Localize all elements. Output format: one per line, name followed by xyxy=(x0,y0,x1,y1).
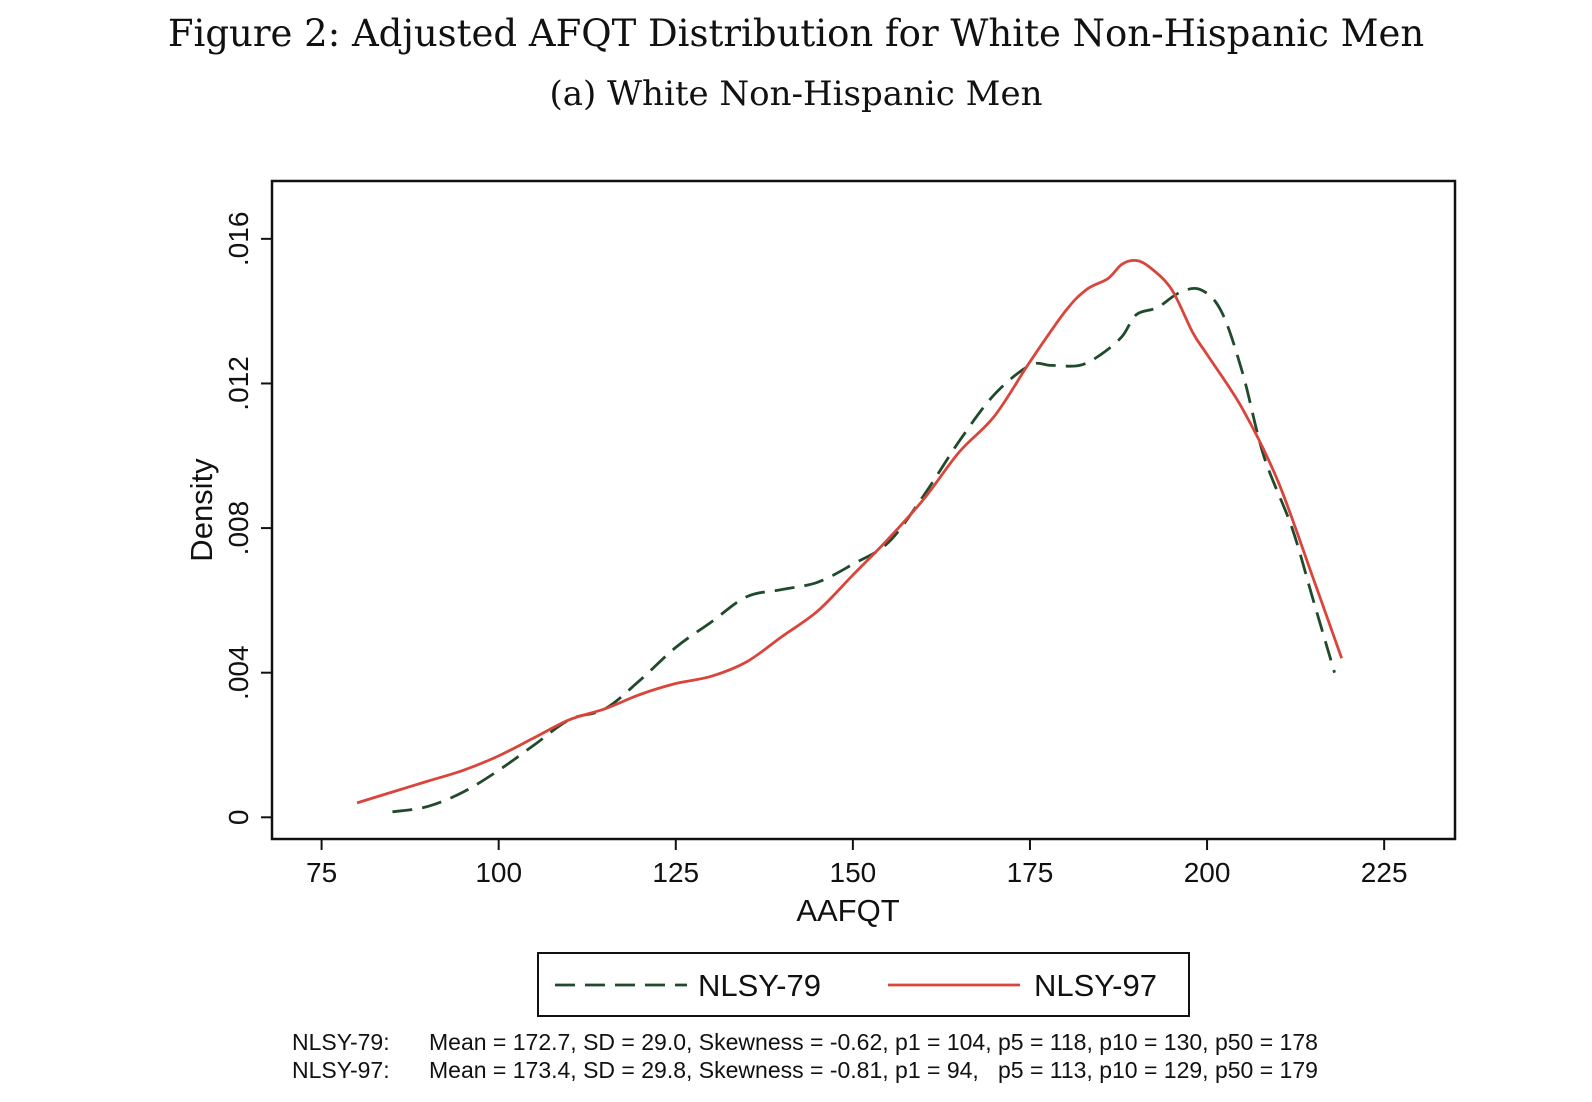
stats-label: NLSY-79: xyxy=(292,1029,390,1055)
stats-text: Mean = 172.7, SD = 29.0, Skewness = -0.6… xyxy=(429,1029,1318,1055)
y-tick-label: .004 xyxy=(223,645,254,700)
x-axis: 75 100 125 150 175 200 225 xyxy=(306,839,1408,888)
stats-text: Mean = 173.4, SD = 29.8, Skewness = -0.8… xyxy=(429,1057,1318,1083)
x-tick-label: 75 xyxy=(306,857,337,888)
y-tick-label: .016 xyxy=(223,212,254,267)
legend-label-nlsy79: NLSY-79 xyxy=(698,968,821,1003)
x-tick-label: 125 xyxy=(652,857,699,888)
plot-frame xyxy=(270,179,1457,841)
x-axis-title: AAFQT xyxy=(796,893,899,928)
density-chart: 75 100 125 150 175 200 225 0 .004 .008 .012 .016 A… xyxy=(184,179,1457,1017)
x-tick-label: 150 xyxy=(830,857,877,888)
legend-box xyxy=(537,952,1190,1017)
x-tick-label: 100 xyxy=(475,857,522,888)
stats-label: NLSY-97: xyxy=(292,1057,390,1083)
y-axis-title: Density xyxy=(184,458,219,562)
series-line-nlsy79 xyxy=(392,286,1336,814)
x-tick-label: 200 xyxy=(1184,857,1231,888)
summary-statistics: NLSY-79: Mean = 172.7, SD = 29.0, Skewnes… xyxy=(292,1028,1318,1084)
y-axis: 0 .004 .008 .012 .016 xyxy=(223,212,272,825)
stats-row-nlsy97: NLSY-97: Mean = 173.4, SD = 29.8, Skewnes… xyxy=(292,1056,1318,1084)
legend-label-nlsy97: NLSY-97 xyxy=(1034,968,1157,1003)
x-tick-label: 175 xyxy=(1007,857,1054,888)
y-tick-label: 0 xyxy=(223,810,254,826)
stats-row-nlsy79: NLSY-79: Mean = 172.7, SD = 29.0, Skewnes… xyxy=(292,1028,1318,1056)
x-tick-label: 225 xyxy=(1361,857,1408,888)
figure-title: Figure 2: Adjusted AFQT Distribution for… xyxy=(167,12,1425,55)
y-tick-label: .012 xyxy=(223,356,254,411)
series-layer xyxy=(356,258,1343,814)
y-tick-label: .008 xyxy=(223,501,254,556)
legend: NLSY-79 NLSY-97 xyxy=(537,952,1190,1017)
figure-subtitle: (a) White Non-Hispanic Men xyxy=(549,74,1043,114)
series-line-nlsy97 xyxy=(356,258,1343,805)
